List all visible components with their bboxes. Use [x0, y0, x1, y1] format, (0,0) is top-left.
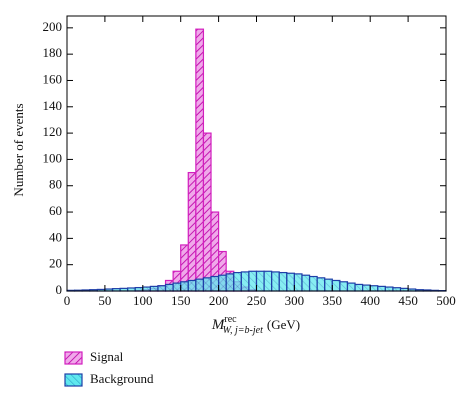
bar	[211, 277, 219, 291]
bar	[279, 273, 287, 291]
y-tick-label: 20	[49, 256, 62, 271]
y-tick-label: 100	[43, 150, 63, 165]
bar	[203, 278, 211, 291]
bar	[257, 271, 265, 291]
bar	[173, 283, 181, 291]
bar	[181, 282, 189, 291]
bar	[272, 272, 280, 291]
y-tick-label: 200	[43, 19, 63, 34]
x-label-sub: W, j=b-jet	[223, 325, 263, 336]
x-tick-label: 450	[398, 293, 418, 308]
bar	[188, 173, 196, 291]
bar	[287, 273, 295, 291]
y-tick-label: 160	[43, 71, 63, 86]
bar	[340, 282, 348, 291]
bar	[264, 271, 272, 291]
legend-label: Signal	[90, 349, 124, 364]
x-tick-label: 350	[323, 293, 343, 308]
bar	[196, 279, 204, 291]
bar	[226, 274, 234, 291]
bar	[135, 288, 143, 291]
x-tick-label: 100	[133, 293, 153, 308]
x-tick-label: 400	[360, 293, 380, 308]
bar	[302, 275, 310, 291]
bar	[378, 286, 386, 291]
bar	[234, 273, 242, 291]
y-tick-label: 80	[49, 177, 62, 192]
bar	[150, 286, 158, 291]
x-tick-label: 150	[171, 293, 191, 308]
bar	[196, 29, 204, 291]
x-tick-label: 200	[209, 293, 229, 308]
x-tick-label: 500	[436, 293, 456, 308]
bar	[241, 272, 249, 291]
bar	[385, 287, 393, 291]
x-label-sup: rec	[224, 314, 237, 325]
y-axis-label: Number of events	[11, 103, 26, 196]
y-tick-label: 40	[49, 229, 62, 244]
y-tick-label: 180	[43, 45, 63, 60]
y-tick-label: 60	[49, 203, 62, 218]
bar	[317, 278, 325, 291]
bar	[219, 275, 227, 291]
bar	[347, 283, 355, 291]
plot-frame	[67, 16, 446, 291]
bar	[355, 284, 363, 291]
bar	[203, 133, 211, 291]
bar	[370, 286, 378, 291]
x-label-unit: (GeV)	[267, 317, 300, 332]
bar	[188, 280, 196, 291]
bar	[143, 287, 151, 291]
bar	[294, 274, 302, 291]
legend-label: Background	[90, 371, 154, 386]
x-tick-label: 50	[98, 293, 111, 308]
x-tick-label: 300	[285, 293, 305, 308]
bar	[249, 271, 257, 291]
legend-swatch	[65, 352, 82, 364]
x-tick-label: 250	[247, 293, 267, 308]
bar	[310, 277, 318, 291]
bar	[166, 284, 174, 291]
bar	[332, 280, 340, 291]
bar	[363, 285, 371, 291]
bar	[325, 279, 333, 291]
y-tick-label: 0	[56, 282, 63, 297]
y-tick-label: 140	[43, 98, 63, 113]
y-tick-label: 120	[43, 124, 63, 139]
x-tick-label: 0	[64, 293, 71, 308]
bar	[158, 286, 166, 291]
legend-swatch	[65, 374, 82, 386]
